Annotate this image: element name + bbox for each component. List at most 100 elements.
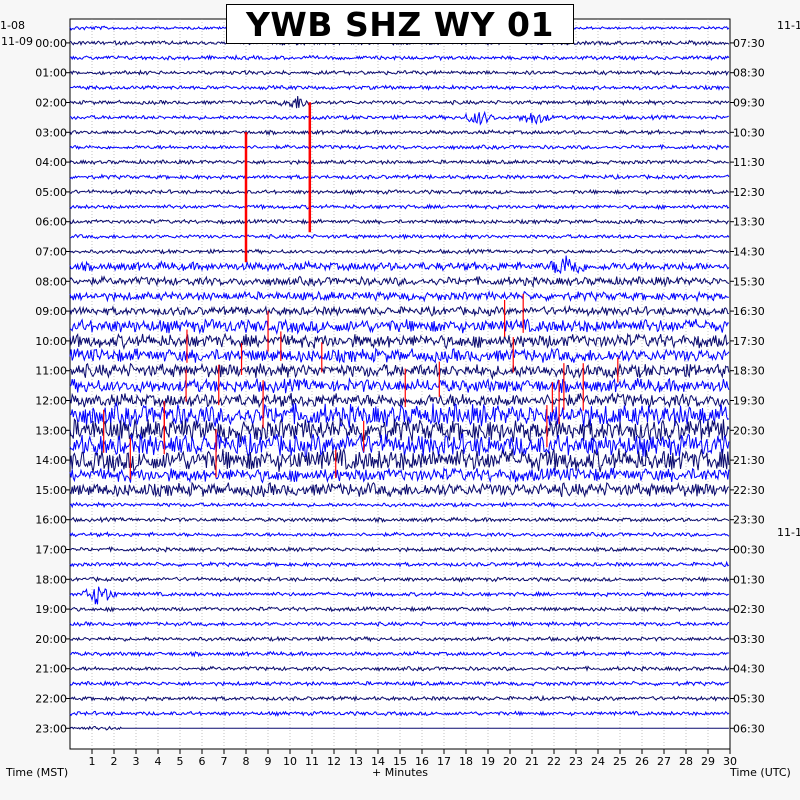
left-hour-label: 11:00 [35, 365, 67, 378]
left-hour-label: 10:00 [35, 335, 67, 348]
left-hour-label: 19:00 [35, 603, 67, 616]
trace-9 [69, 158, 729, 166]
right-axis-label: Time (UTC) [730, 766, 791, 779]
x-tick-label: 22 [547, 755, 561, 768]
right-hour-label: 13:30 [733, 216, 765, 229]
trace-30 [69, 466, 730, 484]
trace-27 [69, 417, 730, 443]
left-date-label-next: 11-09 [1, 35, 33, 48]
trace-22 [69, 347, 730, 364]
x-tick-label: 9 [265, 755, 272, 768]
left-hour-label: 01:00 [35, 67, 67, 80]
left-hour-label: 00:00 [35, 37, 67, 50]
right-hour-label: 11:30 [733, 156, 765, 169]
left-hour-label: 07:00 [35, 246, 67, 259]
left-hour-label: 16:00 [35, 514, 67, 527]
trace-24 [69, 377, 730, 394]
trace-32 [69, 501, 729, 509]
trace-44 [69, 680, 729, 687]
left-hour-label: 18:00 [35, 573, 67, 586]
clipped-events [103, 102, 619, 480]
trace-10 [69, 173, 730, 181]
right-hour-label: 19:30 [733, 395, 765, 408]
x-tick-label: 19 [481, 755, 495, 768]
x-tick-label: 26 [635, 755, 649, 768]
trace-16 [69, 255, 730, 275]
right-hour-label: 06:30 [733, 722, 765, 735]
trace-29 [69, 447, 730, 473]
right-hour-label: 09:30 [733, 97, 765, 110]
right-hour-label: 10:30 [733, 126, 765, 139]
left-hour-label: 08:00 [35, 275, 67, 288]
x-tick-label: 13 [349, 755, 363, 768]
right-hour-label: 15:30 [733, 275, 765, 288]
left-hour-label: 02:00 [35, 97, 67, 110]
trace-25 [69, 392, 730, 409]
chart-title: YWB SHZ WY 01 [246, 4, 554, 44]
right-hour-label: 04:30 [733, 663, 765, 676]
right-hour-label: 18:30 [733, 365, 765, 378]
right-hour-label: 16:30 [733, 305, 765, 318]
x-tick-label: 6 [199, 755, 206, 768]
trace-2 [69, 54, 730, 62]
trace-8 [69, 143, 730, 151]
trace-47 [69, 725, 729, 731]
x-tick-label: 3 [133, 755, 140, 768]
right-date-label-lower: 11-1 [777, 526, 800, 539]
left-hour-label: 21:00 [35, 663, 67, 676]
seismic-traces [69, 25, 730, 731]
trace-18 [69, 290, 729, 303]
x-tick-label: 4 [155, 755, 162, 768]
x-tick-label: 24 [591, 755, 605, 768]
trace-41 [69, 635, 730, 643]
trace-19 [69, 304, 729, 318]
trace-34 [69, 531, 730, 538]
x-tick-label: 20 [503, 755, 517, 768]
trace-46 [69, 710, 730, 717]
x-tick-label: 17 [437, 755, 451, 768]
trace-4 [69, 84, 730, 91]
x-tick-label: 18 [459, 755, 473, 768]
left-hour-label: 22:00 [35, 693, 67, 706]
trace-15 [69, 248, 730, 255]
x-axis-label: + Minutes [372, 766, 429, 779]
left-axis-label: Time (MST) [6, 766, 69, 779]
trace-28 [69, 432, 730, 460]
x-tick-label: 15 [393, 755, 407, 768]
trace-38 [69, 586, 730, 605]
x-tick-label: 7 [221, 755, 228, 768]
x-tick-label: 16 [415, 755, 429, 768]
left-hour-label: 13:00 [35, 424, 67, 437]
x-tick-label: 5 [177, 755, 184, 768]
x-tick-label: 10 [283, 755, 297, 768]
x-tick-label: 1 [89, 755, 96, 768]
right-date-label: 11-1 [777, 19, 800, 32]
trace-5 [69, 95, 730, 109]
trace-11 [69, 188, 730, 196]
trace-21 [69, 332, 730, 351]
trace-6 [69, 110, 729, 126]
trace-36 [69, 560, 730, 568]
trace-26 [69, 401, 730, 428]
x-tick-label: 30 [723, 755, 737, 768]
trace-12 [69, 203, 730, 211]
x-tick-label: 8 [243, 755, 250, 768]
left-hour-label: 09:00 [35, 305, 67, 318]
right-hour-label: 22:30 [733, 484, 765, 497]
trace-14 [69, 233, 730, 241]
trace-13 [69, 218, 730, 225]
left-hour-label: 17:00 [35, 544, 67, 557]
trace-23 [69, 362, 730, 381]
right-hour-label: 21:30 [733, 454, 765, 467]
right-hour-label: 00:30 [733, 544, 765, 557]
x-tick-label: 25 [613, 755, 627, 768]
trace-31 [69, 481, 730, 499]
left-hour-label: 06:00 [35, 216, 67, 229]
x-tick-label: 29 [701, 755, 715, 768]
left-hour-label: 20:00 [35, 633, 67, 646]
left-date-label-start: 1-08 [0, 19, 25, 32]
trace-40 [69, 620, 730, 628]
x-tick-label: 27 [657, 755, 671, 768]
trace-45 [69, 694, 730, 702]
